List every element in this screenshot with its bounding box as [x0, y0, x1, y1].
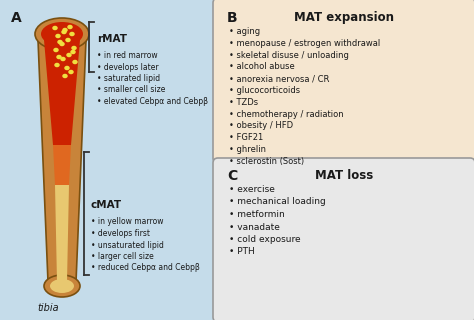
Ellipse shape: [67, 25, 73, 29]
Ellipse shape: [41, 22, 83, 46]
Text: A: A: [11, 11, 22, 25]
Text: • smaller cell size: • smaller cell size: [97, 85, 165, 94]
Ellipse shape: [71, 46, 77, 50]
FancyBboxPatch shape: [213, 158, 474, 320]
Text: • mechanical loading: • mechanical loading: [229, 197, 326, 206]
Text: • metformin: • metformin: [229, 210, 285, 219]
FancyBboxPatch shape: [213, 0, 474, 163]
Text: • in red marrow: • in red marrow: [97, 51, 158, 60]
Text: • glucocorticoids: • glucocorticoids: [229, 86, 300, 95]
Text: • larger cell size: • larger cell size: [91, 252, 154, 261]
Ellipse shape: [53, 48, 59, 52]
Ellipse shape: [52, 26, 58, 30]
Ellipse shape: [60, 57, 66, 61]
Ellipse shape: [54, 63, 60, 67]
Ellipse shape: [59, 42, 65, 46]
Text: • vanadate: • vanadate: [229, 222, 280, 231]
Text: • sclerostin (Sost): • sclerostin (Sost): [229, 157, 304, 166]
Text: C: C: [227, 169, 237, 183]
Ellipse shape: [50, 279, 74, 293]
Text: • chemotherapy / radiation: • chemotherapy / radiation: [229, 109, 344, 119]
Polygon shape: [55, 185, 69, 282]
Text: • anorexia nervosa / CR: • anorexia nervosa / CR: [229, 74, 329, 83]
Text: • develops first: • develops first: [91, 229, 150, 238]
Text: • develops later: • develops later: [97, 62, 159, 71]
Text: • TZDs: • TZDs: [229, 98, 258, 107]
Text: • skeletal disuse / unloading: • skeletal disuse / unloading: [229, 51, 349, 60]
Text: • elevated Cebpα and Cebpβ: • elevated Cebpα and Cebpβ: [97, 97, 208, 106]
Ellipse shape: [66, 53, 72, 57]
Ellipse shape: [68, 70, 74, 74]
Ellipse shape: [35, 18, 89, 50]
Text: cMAT: cMAT: [91, 201, 122, 211]
Text: • PTH: • PTH: [229, 247, 255, 257]
Polygon shape: [53, 145, 71, 185]
Ellipse shape: [72, 60, 78, 64]
Ellipse shape: [69, 32, 75, 36]
Text: • unsaturated lipid: • unsaturated lipid: [91, 241, 164, 250]
Polygon shape: [44, 40, 80, 145]
Text: • exercise: • exercise: [229, 185, 275, 194]
Text: • cold exposure: • cold exposure: [229, 235, 301, 244]
Text: MAT expansion: MAT expansion: [294, 11, 394, 24]
Text: tibia: tibia: [37, 303, 59, 313]
Ellipse shape: [44, 275, 80, 297]
Text: B: B: [227, 11, 237, 25]
Text: • alcohol abuse: • alcohol abuse: [229, 62, 295, 71]
Ellipse shape: [65, 38, 71, 42]
FancyBboxPatch shape: [0, 0, 218, 320]
Ellipse shape: [61, 30, 67, 34]
Text: • saturated lipid: • saturated lipid: [97, 74, 160, 83]
Text: MAT loss: MAT loss: [315, 169, 373, 182]
Text: • menopause / estrogen withdrawal: • menopause / estrogen withdrawal: [229, 39, 380, 48]
Ellipse shape: [62, 28, 68, 32]
Text: • in yellow marrow: • in yellow marrow: [91, 218, 164, 227]
Ellipse shape: [70, 50, 76, 54]
Ellipse shape: [57, 40, 63, 44]
Ellipse shape: [62, 74, 68, 78]
Ellipse shape: [64, 66, 70, 70]
Text: • aging: • aging: [229, 27, 260, 36]
Text: • ghrelin: • ghrelin: [229, 145, 266, 154]
Ellipse shape: [56, 55, 62, 59]
Polygon shape: [38, 40, 86, 282]
Text: • reduced Cebpα and Cebpβ: • reduced Cebpα and Cebpβ: [91, 263, 200, 273]
Text: • FGF21: • FGF21: [229, 133, 263, 142]
Text: • obesity / HFD: • obesity / HFD: [229, 121, 293, 131]
Ellipse shape: [55, 34, 61, 38]
Text: rMAT: rMAT: [97, 34, 127, 44]
